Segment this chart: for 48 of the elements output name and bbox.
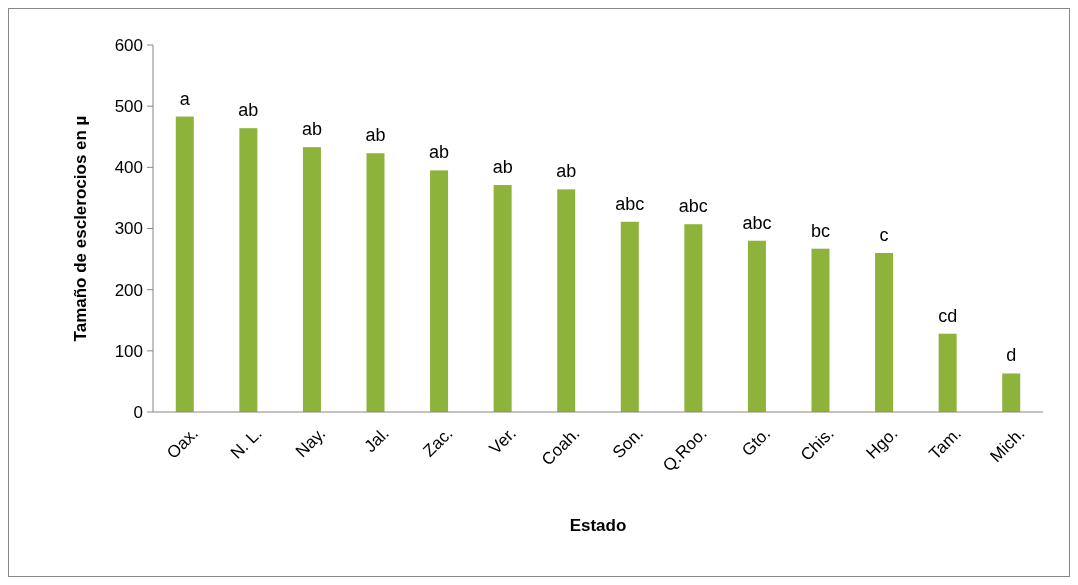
annotation: ab [301, 119, 322, 140]
annotation: bc [810, 220, 831, 241]
bar [938, 333, 957, 412]
annotation: cd [938, 305, 958, 326]
x-tick-label: Jal. [360, 423, 393, 456]
annotation: ab [429, 142, 450, 163]
annotation: d [1006, 345, 1017, 366]
bar [684, 224, 703, 412]
bar [366, 153, 385, 412]
bar [747, 240, 766, 412]
x-tick-label: Chis. [796, 423, 838, 465]
bar [620, 221, 639, 412]
annotation: ab [365, 125, 386, 146]
x-tick-label: Hgo. [862, 423, 902, 463]
bar [557, 189, 576, 412]
bar [302, 147, 321, 412]
bar [811, 248, 830, 412]
annotation: c [879, 224, 889, 245]
y-axis-title: Tamaño de esclerocios en µ [71, 115, 90, 342]
bar [430, 170, 449, 412]
y-tick-label: 400 [114, 158, 143, 178]
y-tick-label: 300 [114, 219, 143, 239]
y-tick-label: 200 [114, 280, 143, 300]
annotation: a [179, 88, 191, 109]
annotation: abc [742, 212, 772, 233]
annotation: ab [238, 100, 259, 121]
y-tick-label: 0 [133, 402, 143, 422]
x-tick-label: N. L. [226, 423, 266, 463]
x-tick-label: Gto. [738, 423, 775, 460]
bar [875, 252, 894, 412]
x-tick-label: Ver. [485, 423, 520, 458]
annotation: ab [492, 157, 513, 178]
bar [493, 185, 512, 412]
bar [239, 128, 258, 412]
annotation: ab [556, 161, 577, 182]
x-axis-title: Estado [569, 516, 627, 535]
bar [1002, 373, 1021, 412]
y-tick-label: 100 [114, 341, 143, 361]
x-tick-label: Son. [608, 423, 648, 462]
x-tick-label: Tam. [925, 423, 965, 464]
x-tick-label: Zac. [419, 423, 457, 461]
annotation: abc [615, 193, 645, 214]
y-tick-label: 500 [114, 97, 143, 117]
x-tick-label: Nay. [291, 423, 330, 462]
bar [175, 116, 194, 412]
annotation: abc [678, 196, 708, 217]
y-tick-label: 600 [114, 35, 143, 55]
x-tick-label: Oax. [163, 423, 203, 463]
